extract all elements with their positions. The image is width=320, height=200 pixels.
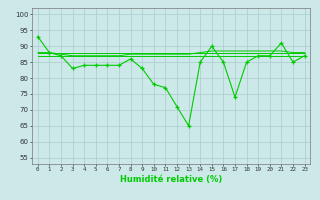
X-axis label: Humidité relative (%): Humidité relative (%)	[120, 175, 222, 184]
